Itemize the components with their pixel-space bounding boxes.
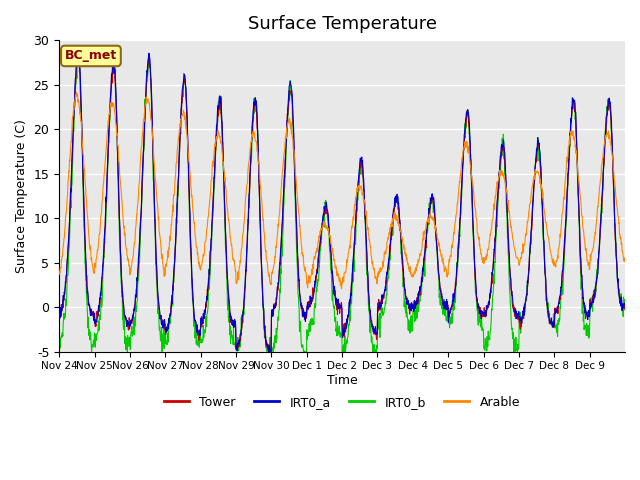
IRT0_a bbox=[621, 300, 629, 305]
Tower bbox=[559, 264, 567, 270]
X-axis label: Time: Time bbox=[326, 374, 358, 387]
IRT0_a bbox=[476, 311, 484, 316]
IRT0_a bbox=[265, 348, 273, 354]
IRT0_b bbox=[74, 49, 82, 55]
Tower bbox=[328, 269, 336, 275]
Arable bbox=[621, 259, 629, 264]
IRT0_a bbox=[317, 229, 325, 235]
IRT0_b bbox=[476, 315, 484, 321]
Arable bbox=[317, 226, 324, 232]
Tower bbox=[265, 348, 273, 354]
IRT0_b bbox=[559, 284, 567, 289]
IRT0_a bbox=[74, 50, 81, 56]
Tower bbox=[144, 68, 152, 74]
IRT0_a bbox=[55, 312, 63, 317]
IRT0_b bbox=[145, 56, 152, 61]
Tower bbox=[317, 231, 325, 237]
Legend: Tower, IRT0_a, IRT0_b, Arable: Tower, IRT0_a, IRT0_b, Arable bbox=[159, 391, 525, 414]
Line: IRT0_a: IRT0_a bbox=[59, 53, 625, 351]
IRT0_b bbox=[614, 290, 622, 296]
IRT0_a bbox=[328, 270, 336, 276]
Arable bbox=[338, 286, 346, 291]
IRT0_a bbox=[614, 286, 622, 291]
Tower bbox=[614, 284, 622, 290]
Tower bbox=[55, 306, 63, 312]
Arable bbox=[476, 246, 484, 252]
IRT0_a bbox=[559, 265, 567, 271]
Arable bbox=[144, 96, 152, 102]
Tower bbox=[621, 301, 629, 307]
Line: IRT0_b: IRT0_b bbox=[59, 52, 625, 351]
Line: Tower: Tower bbox=[59, 57, 625, 351]
Tower bbox=[476, 305, 484, 311]
IRT0_b bbox=[317, 240, 325, 246]
IRT0_a bbox=[144, 60, 152, 66]
IRT0_b bbox=[328, 286, 336, 291]
IRT0_b bbox=[621, 303, 629, 309]
Line: Arable: Arable bbox=[59, 93, 625, 288]
Arable bbox=[559, 205, 567, 211]
Text: BC_met: BC_met bbox=[65, 49, 117, 62]
Arable bbox=[614, 214, 622, 220]
IRT0_b bbox=[88, 348, 95, 354]
Y-axis label: Surface Temperature (C): Surface Temperature (C) bbox=[15, 119, 28, 273]
Arable bbox=[72, 90, 80, 96]
IRT0_b bbox=[55, 327, 63, 333]
Arable bbox=[328, 242, 335, 248]
Title: Surface Temperature: Surface Temperature bbox=[248, 15, 436, 33]
Tower bbox=[145, 54, 153, 60]
Arable bbox=[55, 272, 63, 277]
